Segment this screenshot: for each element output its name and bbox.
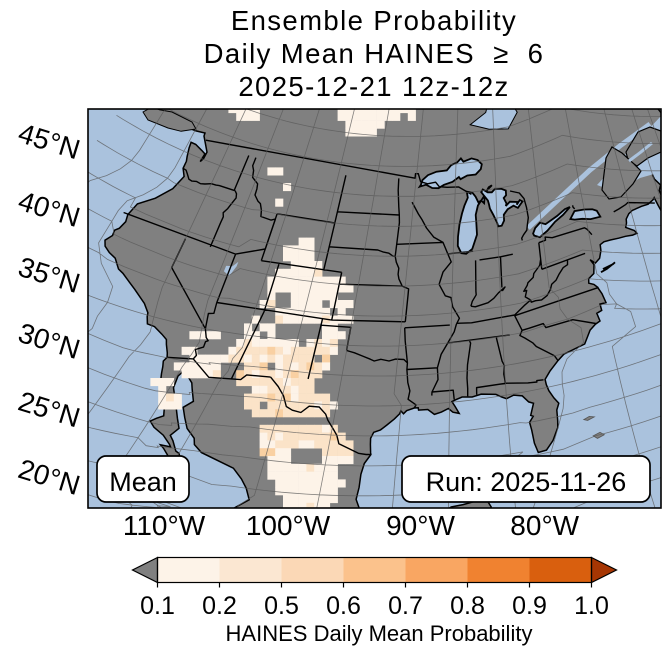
svg-text:0.7: 0.7 [388, 592, 423, 620]
svg-text:0.5: 0.5 [264, 592, 299, 620]
svg-text:Daily Mean HAINES ≥ 6: Daily Mean HAINES ≥ 6 [204, 38, 545, 69]
svg-text:1.0: 1.0 [574, 592, 609, 620]
svg-text:0.8: 0.8 [450, 592, 485, 620]
svg-text:110°W: 110°W [123, 510, 206, 541]
svg-text:0.6: 0.6 [326, 592, 361, 620]
svg-text:Ensemble Probability: Ensemble Probability [231, 5, 517, 36]
svg-text:0.1: 0.1 [140, 592, 175, 620]
svg-text:Run: 2025-11-26: Run: 2025-11-26 [426, 467, 627, 497]
svg-text:0.9: 0.9 [512, 592, 547, 620]
svg-text:HAINES Daily Mean Probability: HAINES Daily Mean Probability [226, 621, 533, 646]
svg-text:0.2: 0.2 [202, 592, 237, 620]
svg-text:Mean: Mean [109, 467, 177, 497]
svg-text:80°W: 80°W [510, 510, 579, 541]
svg-text:90°W: 90°W [386, 510, 455, 541]
svg-text:2025-12-21 12z-12z: 2025-12-21 12z-12z [238, 71, 509, 102]
svg-text:100°W: 100°W [246, 510, 331, 541]
